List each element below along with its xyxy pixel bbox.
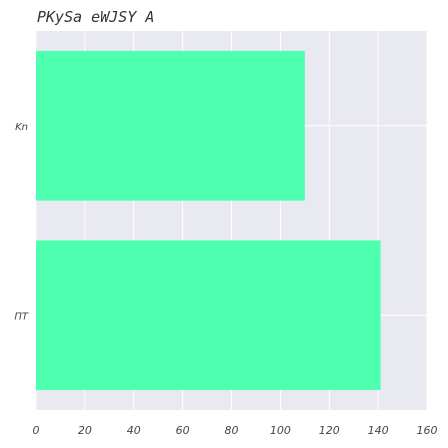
x-tick-labels: 0 20 40 60 80 100 120 140 160: [33, 424, 438, 437]
x-tick-label: 140: [368, 424, 389, 437]
x-tick-label: 60: [176, 424, 190, 437]
bar-1: [36, 240, 381, 391]
x-tick-label: 0: [33, 424, 40, 437]
bar-0: [36, 50, 305, 201]
x-tick-label: 120: [319, 424, 340, 437]
x-tick-label: 80: [225, 424, 239, 437]
category-label: Kn: [15, 122, 28, 133]
chart-title: PKySa eWJSY A: [37, 8, 154, 26]
category-label: ΠΤ: [14, 311, 29, 322]
x-tick-label: 20: [78, 424, 92, 437]
x-tick-label: 100: [270, 424, 291, 437]
x-tick-label: 160: [417, 424, 438, 437]
category-labels: Kn ΠΤ: [14, 122, 29, 323]
bars: [36, 50, 381, 391]
x-tick-label: 40: [127, 424, 141, 437]
